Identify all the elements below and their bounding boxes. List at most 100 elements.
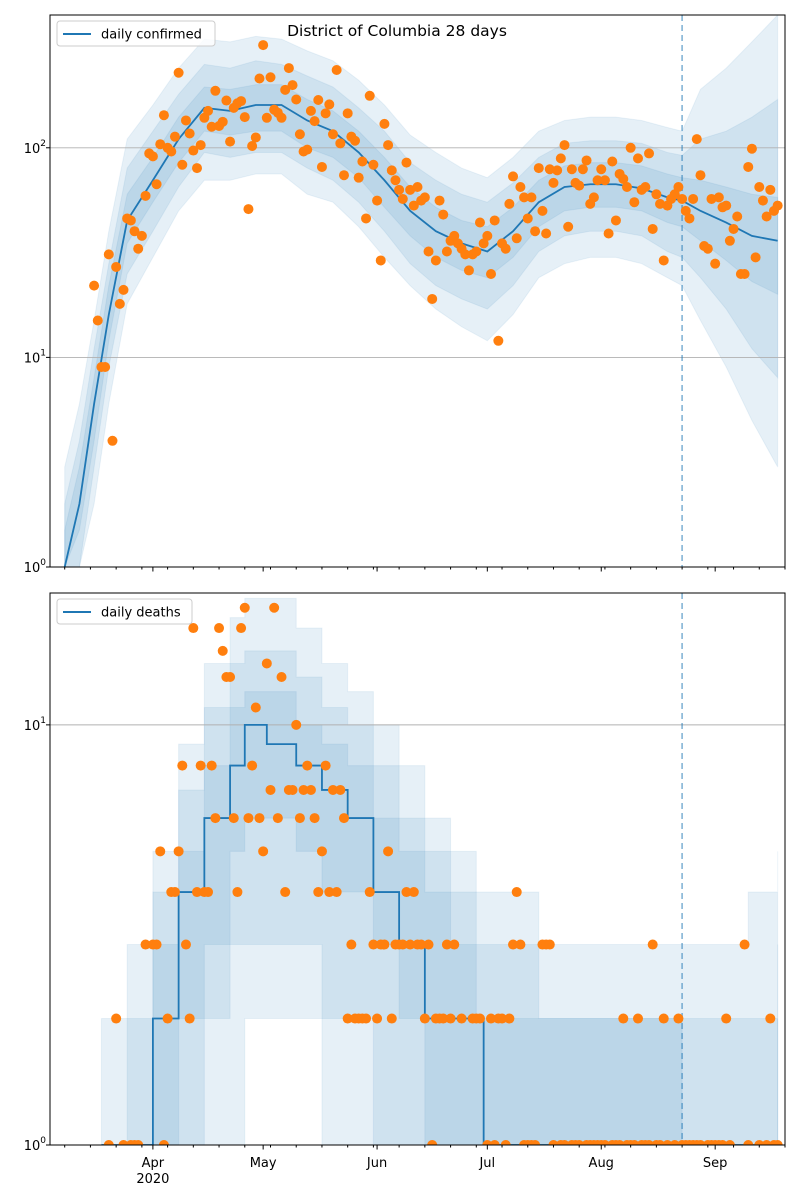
observed-point [541,228,552,239]
observed-point [302,760,313,771]
observed-point [757,195,768,206]
observed-point [390,175,401,186]
observed-point [644,1140,655,1145]
observed-point [173,846,184,857]
legend-box [56,598,193,625]
observed-point [463,265,474,276]
observed-point [335,138,346,149]
observed-point [350,135,361,146]
observed-point [184,128,195,139]
deaths-x-ticks [64,1145,786,1150]
observed-point [739,939,750,950]
observed-point [474,1013,485,1024]
observed-point [658,1013,669,1024]
observed-point [658,255,669,266]
observed-point [331,65,342,76]
observed-point [655,1140,666,1145]
observed-point [294,129,305,140]
observed-point [166,146,177,157]
observed-point [379,118,390,129]
observed-point [581,155,592,166]
observed-point [243,204,254,215]
observed-point [147,151,158,162]
band-outer [64,15,779,567]
observed-point [339,813,349,824]
observed-point [743,161,754,172]
observed-point [155,846,166,857]
observed-point [280,84,291,95]
observed-point [544,164,555,175]
observed-point [269,602,280,613]
observed-point [114,298,125,309]
observed-point [180,115,191,126]
observed-point [184,1013,195,1024]
observed-point [419,1013,430,1024]
observed-point [471,246,482,257]
observed-point [361,213,372,224]
observed-point [195,140,206,151]
observed-point [236,96,247,107]
observed-point [625,142,636,153]
observed-point [342,1013,353,1024]
observed-point [519,192,530,203]
observed-point [287,784,298,795]
observed-point [599,175,610,186]
y-tick-label: 102 [24,139,46,157]
observed-point [158,110,169,121]
observed-point [508,171,519,182]
observed-point [206,121,217,132]
observed-point [412,181,423,192]
observed-point [651,189,662,200]
observed-point [522,213,533,224]
observed-point [280,887,291,898]
observed-point [140,939,151,950]
observed-point [474,217,485,228]
observed-point [647,223,658,234]
observed-point [324,887,335,898]
observed-point [232,887,243,898]
observed-point [721,1013,732,1024]
x-tick-sublabel-year: 2020 [136,1172,169,1187]
observed-point [291,719,302,730]
observed-point [548,177,559,188]
observed-point [276,671,287,682]
observed-point [320,760,331,771]
observed-point [445,1013,456,1024]
observed-point [533,163,544,174]
observed-point [210,85,221,96]
observed-point [111,261,122,272]
observed-point [427,1140,438,1145]
observed-point [386,165,397,176]
observed-point [607,156,618,167]
observed-point [610,215,621,226]
observed-point [772,200,783,211]
band-outer [100,597,779,1145]
observed-point [188,623,199,634]
observed-point [302,144,313,155]
observed-point [544,939,555,950]
observed-point [368,159,379,170]
observed-point [405,939,416,950]
observed-point [258,40,269,51]
observed-point [614,1140,625,1145]
observed-point [489,215,500,226]
observed-point [500,243,511,254]
observed-point [111,1013,122,1024]
observed-point [335,784,346,795]
observed-point [765,184,776,195]
observed-point [489,1140,500,1145]
observed-point [180,939,191,950]
observed-point [353,172,364,183]
observed-point [621,181,632,192]
y-tick-label: 100 [24,558,47,576]
observed-point [397,193,408,204]
observed-point [537,205,548,216]
observed-point [530,226,541,237]
observed-point [247,760,258,771]
observed-point [526,192,537,203]
observed-point [309,116,320,127]
confirmed-x-ticks [64,567,786,572]
observed-point [107,435,118,446]
observed-point [754,1140,765,1145]
axes-frame [49,14,786,568]
